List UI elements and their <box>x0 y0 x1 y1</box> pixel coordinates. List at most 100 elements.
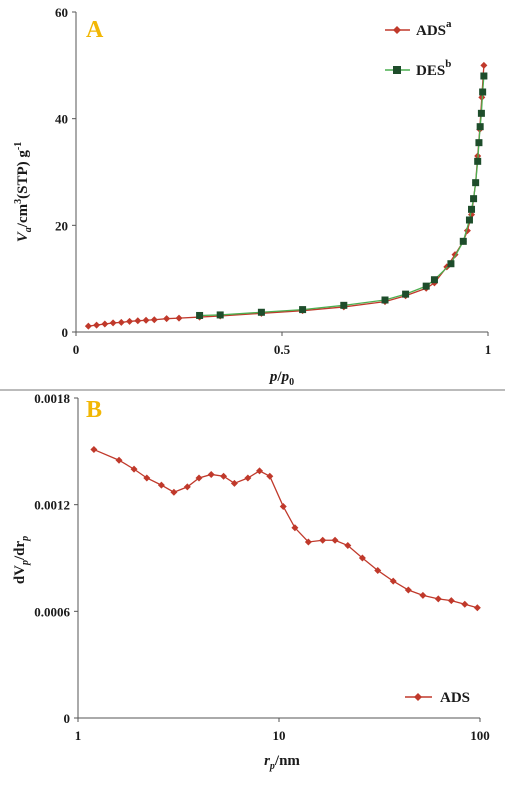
panel-a-des-point <box>480 72 488 80</box>
panel-b-plot-area <box>90 446 481 612</box>
panel-a-ads-point <box>101 320 109 328</box>
panel-b-ads-point <box>473 604 481 612</box>
panel-a-x-tick-label: 0.5 <box>274 342 291 357</box>
panel-b-ads-point <box>230 479 238 487</box>
panel-a-x-tick-label: 0 <box>73 342 80 357</box>
panel-a-des-point <box>430 276 438 284</box>
panel-a-des-point <box>381 296 389 304</box>
panel-b-ads-point <box>389 577 397 585</box>
panel-a-ticks: 0 20 40 60 0 0.5 1 <box>55 5 491 357</box>
panel-a-xlabel-p0: p <box>280 369 290 385</box>
panel-b-ads-point <box>374 566 382 574</box>
panel-b-y-tick-label: 0.0018 <box>34 391 70 406</box>
panel-a-ads-point <box>93 321 101 329</box>
panel-b-ads-point <box>90 446 98 454</box>
panel-b-y-tick-label: 0.0006 <box>34 604 70 619</box>
panel-a-des-point <box>465 216 473 224</box>
panel-b-ads-point <box>207 470 215 478</box>
panel-a-xlabel-slash: / <box>276 369 282 385</box>
panel-b-y-tick-label: 0.0012 <box>34 498 70 513</box>
panel-b-ads-point <box>115 456 123 464</box>
panel-a-ads-point <box>126 317 134 325</box>
panel-a-x-axis-title: p/p0 <box>268 369 294 388</box>
panel-a-des-point <box>402 290 410 298</box>
panel-b-ads-point <box>304 538 312 546</box>
panel-b-ads-point <box>130 465 138 473</box>
legend-b-ads-marker <box>414 693 422 701</box>
legend-des-marker <box>393 66 401 74</box>
panel-a-des-point <box>475 139 483 147</box>
panel-b-ads-point <box>404 586 412 594</box>
panel-a-ads-point <box>142 316 150 324</box>
panel-a-y-tick-label: 60 <box>55 5 68 20</box>
panel-a-des-point <box>479 88 487 96</box>
panel-b-x-tick-label: 10 <box>273 728 286 743</box>
panel-a-y-axis-title: Va/cm3(STP) g-1 <box>13 142 34 242</box>
panel-a-des-point <box>196 311 204 319</box>
panel-b-xlabel-main: r <box>264 753 270 769</box>
panel-b-ads-point <box>266 472 274 480</box>
legend-b-ads-label: ADS <box>440 690 470 706</box>
panel-b-ylabel-mid: /dr <box>12 540 28 561</box>
panel-a-ylabel-main: V <box>15 230 31 242</box>
panel-a-legend: ADSa DESb <box>385 18 452 79</box>
panel-a-xlabel-main: p <box>268 369 278 385</box>
panel-b-ads-point <box>279 502 287 510</box>
panel-b-ads-point <box>344 542 352 550</box>
panel-a-x-tick-label: 1 <box>485 342 492 357</box>
legend-des-superscript: b <box>445 58 451 70</box>
panel-a-ads-point <box>150 316 158 324</box>
panel-b-ads-point <box>461 600 469 608</box>
panel-b-ads-point <box>358 554 366 562</box>
panel-a-ylabel-sup: -1 <box>13 142 24 150</box>
panel-a-des-point <box>447 260 455 268</box>
panel-a-ads-point <box>84 322 92 330</box>
panel-b-ads-point <box>419 591 427 599</box>
panel-a-ads-point <box>109 319 117 327</box>
panel-b-ads-point <box>319 536 327 544</box>
panel-a-y-tick-label: 20 <box>55 218 68 233</box>
panel-a-y-tick-label: 0 <box>62 325 69 340</box>
panel-b-label: B <box>86 397 102 423</box>
legend-ads-name: ADS <box>416 23 446 39</box>
panel-b-ads-point <box>447 597 455 605</box>
panel-b-x-tick-label: 100 <box>470 728 490 743</box>
panel-a-ylabel-stp: (STP) g <box>15 150 31 199</box>
panel-b-ads-point <box>331 536 339 544</box>
panel-a-des-point <box>477 109 485 117</box>
panel-a-label: A <box>86 17 104 43</box>
panel-a-ads-point <box>480 61 488 69</box>
panel-a-des-point <box>216 311 224 319</box>
panel-a-ads-point <box>117 318 125 326</box>
panel-b-ads-point <box>157 481 165 489</box>
panel-b-ads-point <box>244 474 252 482</box>
panel-a-ads-point <box>163 315 171 323</box>
panel-a-des-point <box>472 179 480 187</box>
legend-ads-superscript: a <box>446 18 452 30</box>
panel-b-ticks: 0 0.0006 0.0012 0.0018 1 10 100 <box>34 391 490 743</box>
panel-b-ads-point <box>170 488 178 496</box>
panel-a-des-point <box>459 237 467 245</box>
legend-des-label: DESb <box>416 58 451 79</box>
panel-a-des-point <box>257 308 265 316</box>
panel-b-ylabel-main: dV <box>12 565 28 584</box>
panel-a-des-point <box>340 301 348 309</box>
panel-b-ads-point <box>220 472 228 480</box>
panel-b-ads-point <box>291 524 299 532</box>
panel-a-ylabel-sub: a <box>23 227 34 232</box>
panel-a-des-point <box>299 306 307 314</box>
panel-b-ads-point <box>256 467 264 475</box>
panel-a-ylabel-sup3: 3 <box>13 199 24 204</box>
panel-a-ylabel-unit: /cm <box>15 203 31 228</box>
legend-ads-marker <box>393 26 401 34</box>
panel-a-des-point <box>422 282 430 290</box>
panel-a-y-tick-label: 40 <box>55 112 68 127</box>
panel-b-ads-point <box>143 474 151 482</box>
legend-des-name: DES <box>416 63 445 79</box>
panel-b-x-tick-label: 1 <box>75 728 82 743</box>
panel-a-ads-point <box>134 317 142 325</box>
